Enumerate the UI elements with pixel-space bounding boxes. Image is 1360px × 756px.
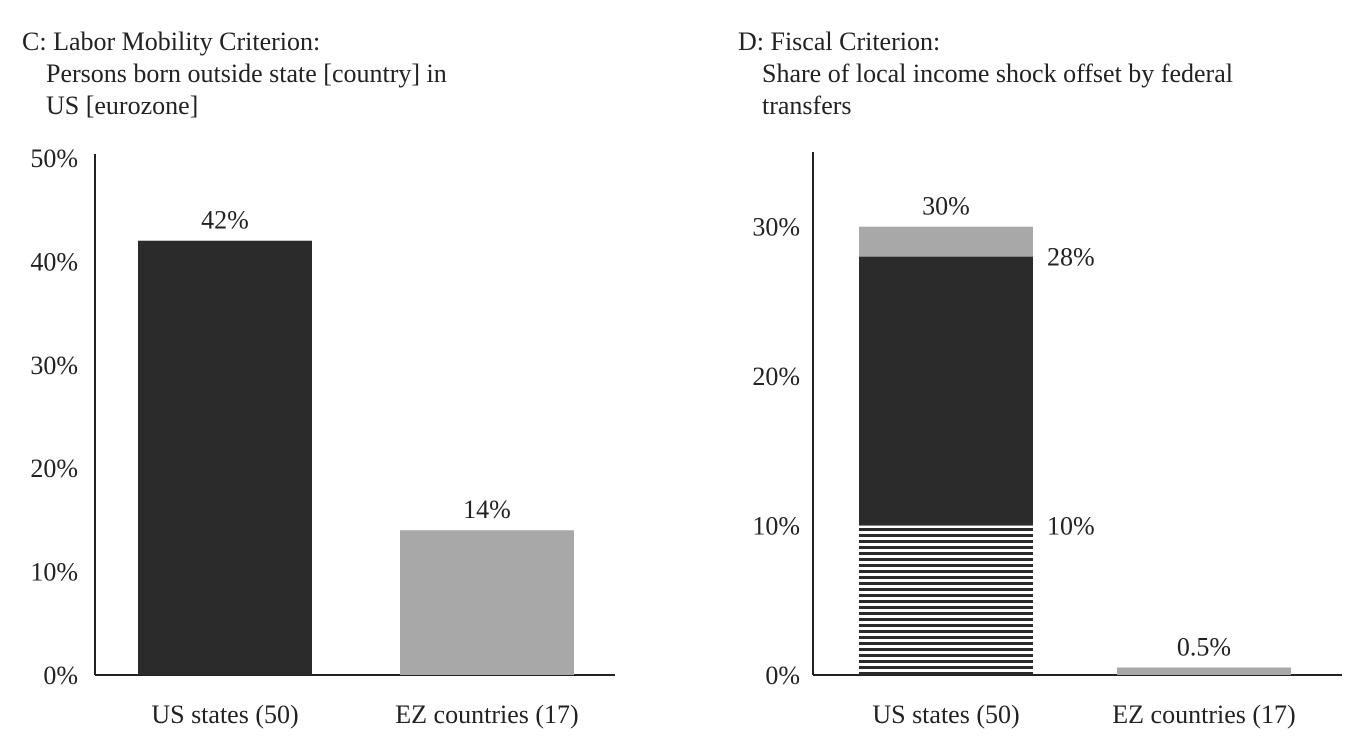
chart-c-subtitle-line-1: Persons born outside state [country] in <box>46 59 447 88</box>
chart-d-y-tick-label: 10% <box>752 512 800 541</box>
chart-d-y-tick-label: 30% <box>752 213 800 242</box>
chart-c-y-tick-label: 30% <box>30 351 78 380</box>
chart-c-x-tick-label: US states (50) <box>151 700 298 729</box>
chart-c-data-label: 42% <box>201 206 249 235</box>
chart-d-bar-segment <box>859 525 1033 675</box>
chart-d-fiscal: 0% 10% 20% 30% US states (50) EZ countries (1… <box>752 152 1342 729</box>
chart-d-y-tick-label: 20% <box>752 362 800 391</box>
chart-c-y-tick-label: 10% <box>30 558 78 587</box>
chart-d-bar-segment <box>859 226 1033 257</box>
chart-c-bar <box>400 530 574 675</box>
chart-d-data-label: 0.5% <box>1177 633 1231 662</box>
chart-d-y-tick-label: 0% <box>765 661 800 690</box>
chart-c-x-tick-label: EZ countries (17) <box>395 700 578 729</box>
chart-c-title-block: C: Labor Mobility Criterion: Persons bor… <box>22 26 447 122</box>
chart-c-labor-mobility: 0% 10% 20% 30% 40% 50% 42% US states (50) 14% EZ … <box>30 144 615 729</box>
chart-d-title: D: Fiscal Criterion: <box>738 27 941 56</box>
chart-d-data-label: 10% <box>1047 512 1095 541</box>
chart-d-bar-segment <box>1117 667 1291 675</box>
chart-d-subtitle-line-1: Share of local income shock offset by fe… <box>762 59 1233 88</box>
chart-c-data-label: 14% <box>463 495 511 524</box>
chart-d-title-block: D: Fiscal Criterion: Share of local inco… <box>738 26 1233 122</box>
chart-d-data-label: 28% <box>1047 243 1095 272</box>
chart-c-y-tick-label: 50% <box>30 144 78 173</box>
chart-d-subtitle-line-2: transfers <box>762 91 852 120</box>
chart-c-title: C: Labor Mobility Criterion: <box>22 27 321 56</box>
chart-c-y-tick-label: 20% <box>30 454 78 483</box>
chart-d-x-tick-label: EZ countries (17) <box>1112 700 1295 729</box>
chart-d-x-tick-label: US states (50) <box>872 700 1019 729</box>
chart-c-subtitle-line-2: US [eurozone] <box>46 91 199 120</box>
chart-c-y-tick-label: 40% <box>30 247 78 276</box>
chart-c-y-tick-label: 0% <box>43 661 78 690</box>
chart-d-data-label: 30% <box>922 192 970 221</box>
chart-d-bar-segment <box>859 256 1033 526</box>
chart-c-bar <box>138 240 312 675</box>
